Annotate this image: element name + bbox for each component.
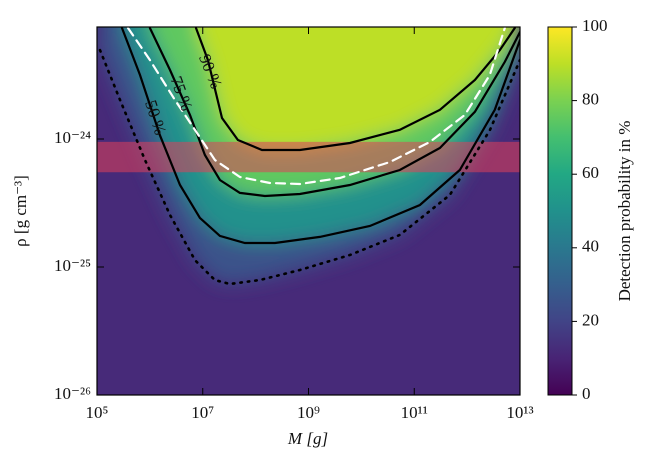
x-tick-label: 10⁵ — [86, 403, 109, 422]
contour-line — [126, 27, 506, 186]
heatmap-region — [195, 27, 515, 150]
colorbar-tick-label: 20 — [582, 310, 599, 329]
colorbar-label: Detection probability in % — [615, 121, 634, 302]
y-tick-label: 10⁻²⁴ — [54, 128, 91, 147]
colorbar-tick-label: 40 — [582, 237, 599, 256]
contour-line — [98, 48, 520, 286]
heatmap — [97, 27, 520, 395]
y-axis-label: ρ [g cm⁻³] — [11, 175, 30, 247]
x-tick-label: 10¹³ — [506, 403, 533, 422]
x-tick-label: 10⁷ — [191, 403, 214, 422]
y-tick-label: 10⁻²⁶ — [54, 384, 91, 403]
density-band — [97, 141, 520, 173]
x-axis-label: M [g] — [287, 429, 328, 448]
contour-line — [148, 27, 520, 198]
x-tick-label: 10¹¹ — [401, 403, 428, 422]
contour-line — [194, 27, 516, 152]
colorbar-tick-label: 60 — [582, 163, 599, 182]
y-tick-label: 10⁻²⁵ — [54, 256, 91, 275]
colorbar-tick-label: 0 — [582, 384, 591, 403]
colorbar-tick-label: 80 — [582, 90, 599, 109]
contour-line — [120, 27, 520, 245]
x-tick-label: 10⁹ — [297, 403, 320, 422]
plot-area — [97, 27, 520, 286]
colorbar — [547, 26, 573, 396]
colorbar-tick-label: 100 — [582, 16, 608, 35]
